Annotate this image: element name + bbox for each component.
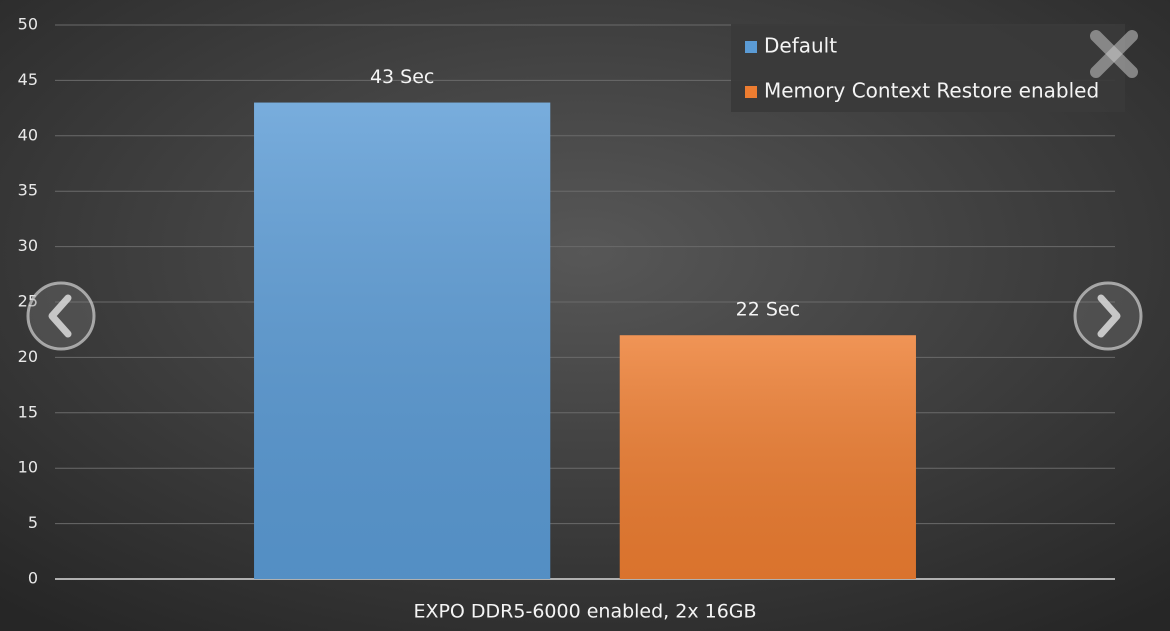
- legend-label: Default: [764, 34, 837, 58]
- y-tick-label: 0: [28, 569, 38, 588]
- legend-label: Memory Context Restore enabled: [764, 79, 1099, 103]
- value-label: 22 Sec: [736, 299, 800, 321]
- legend-swatch: [745, 41, 757, 53]
- x-tick-label: EXPO DDR5-6000 enabled, 2x 16GB: [413, 601, 756, 623]
- y-tick-label: 45: [18, 70, 38, 89]
- bar-shading: [619, 335, 916, 579]
- legend-swatch: [745, 86, 757, 98]
- legend: Default Memory Context Restore enabled: [731, 24, 1125, 112]
- y-tick-label: 40: [18, 125, 38, 144]
- y-tick-label: 35: [18, 181, 38, 200]
- value-label: 43 Sec: [370, 66, 434, 88]
- y-tick-label: 50: [18, 15, 38, 34]
- y-tick-label: 10: [18, 458, 38, 477]
- close-button[interactable]: [1090, 30, 1138, 78]
- y-tick-label: 15: [18, 402, 38, 421]
- y-tick-label: 5: [28, 513, 38, 532]
- prev-button[interactable]: [26, 281, 96, 351]
- y-tick-label: 30: [18, 236, 38, 255]
- legend-box: [731, 24, 1125, 112]
- next-button[interactable]: [1073, 281, 1143, 351]
- bars: [254, 102, 916, 579]
- bar-shading: [254, 102, 551, 579]
- y-tick-label: 20: [18, 347, 38, 366]
